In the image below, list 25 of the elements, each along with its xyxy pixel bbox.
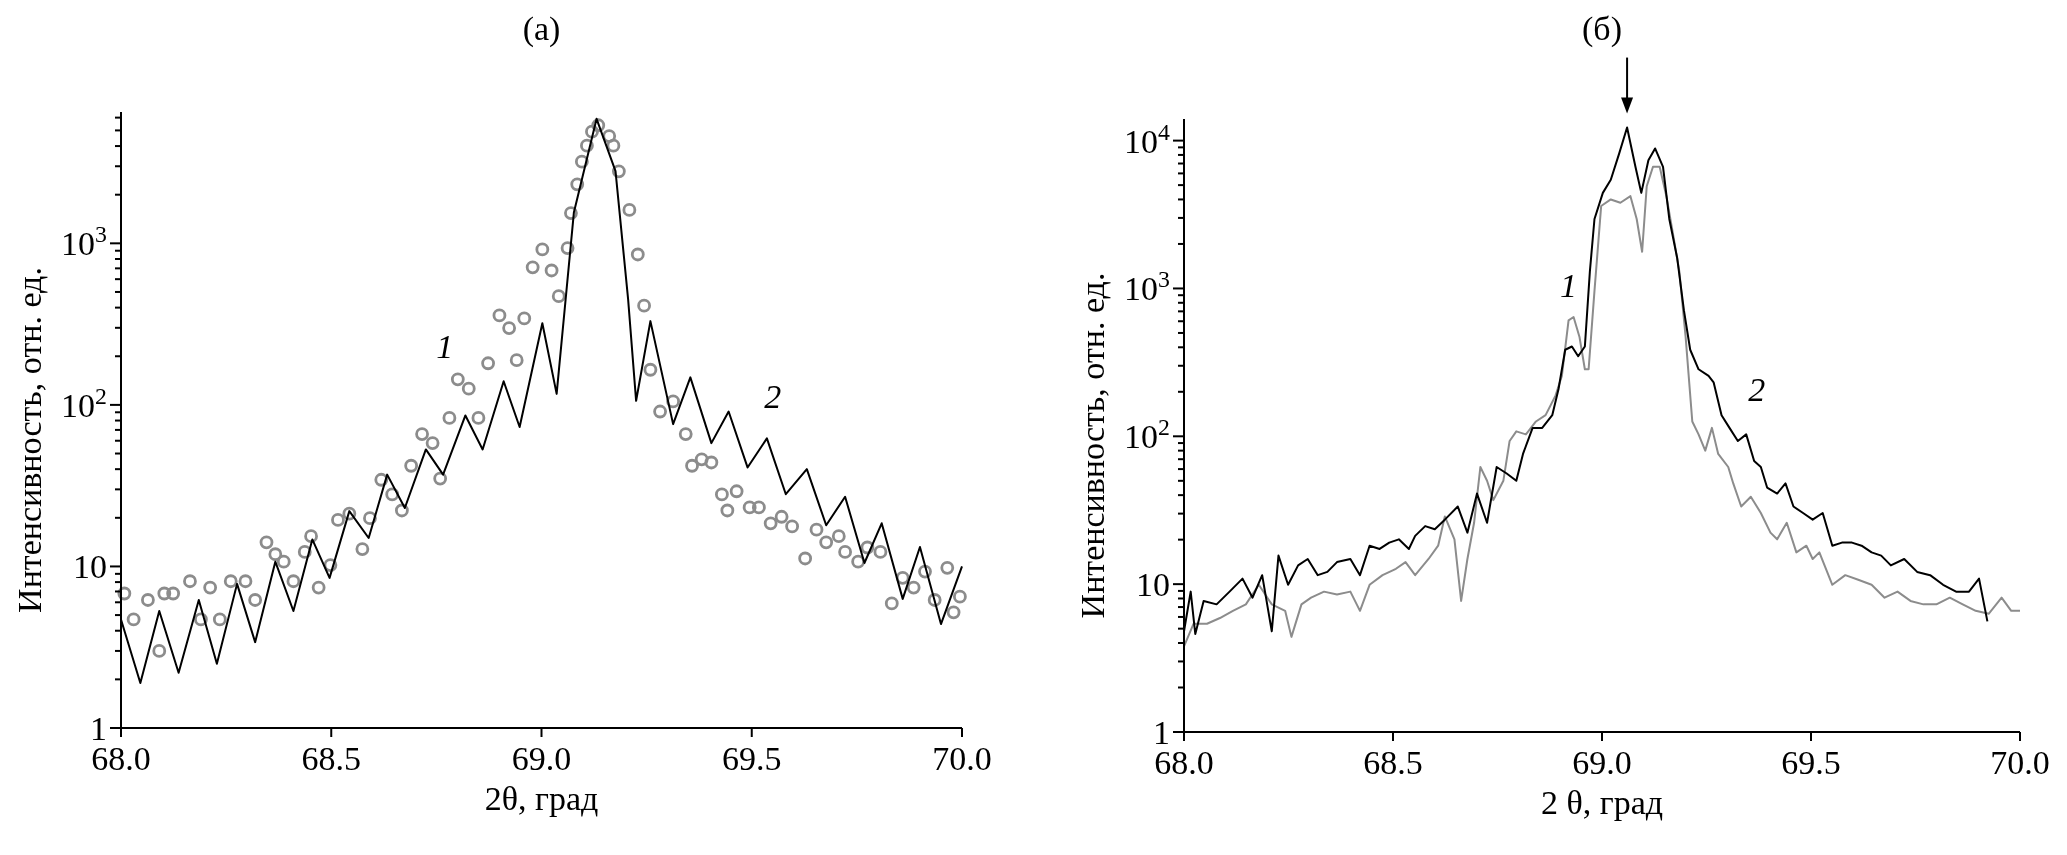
x-tick-label: 70.0 <box>932 740 992 777</box>
series-label: 1 <box>1560 266 1578 304</box>
x-tick-label: 68.5 <box>301 740 361 777</box>
x-tick-label: 68.5 <box>1363 744 1423 781</box>
x-tick-label: 69.5 <box>1781 744 1841 781</box>
x-tick-label: 69.0 <box>511 740 572 777</box>
y-tick-label: 10$^{3}$ <box>1124 266 1170 308</box>
x-axis-title: 2θ, град <box>484 780 599 817</box>
series-label: 2 <box>764 377 782 415</box>
chart-title: (б) <box>1582 10 1622 48</box>
x-axis-title: 2 θ, град <box>1540 784 1664 821</box>
y-tick-label: 10 <box>73 548 107 586</box>
y-axis-title: Интенсивность, отн. ед. <box>1074 272 1111 619</box>
series-label: 2 <box>1748 370 1766 408</box>
y-tick-label: 10$^{2}$ <box>1124 414 1170 456</box>
chart-title: (a) <box>522 10 561 48</box>
y-tick-label: 10 <box>1136 566 1170 604</box>
y-axis-title: Интенсивность, отн. ед. <box>11 267 48 613</box>
series-label: 1 <box>436 328 454 366</box>
y-tick-label: 10$^{2}$ <box>61 382 107 424</box>
y-tick-label: 10$^{3}$ <box>61 221 107 263</box>
y-tick-label: 10$^{4}$ <box>1124 118 1171 160</box>
x-tick-label: 69.0 <box>1572 744 1632 781</box>
x-tick-label: 70.0 <box>1990 744 2050 781</box>
x-tick-label: 69.5 <box>722 740 782 777</box>
